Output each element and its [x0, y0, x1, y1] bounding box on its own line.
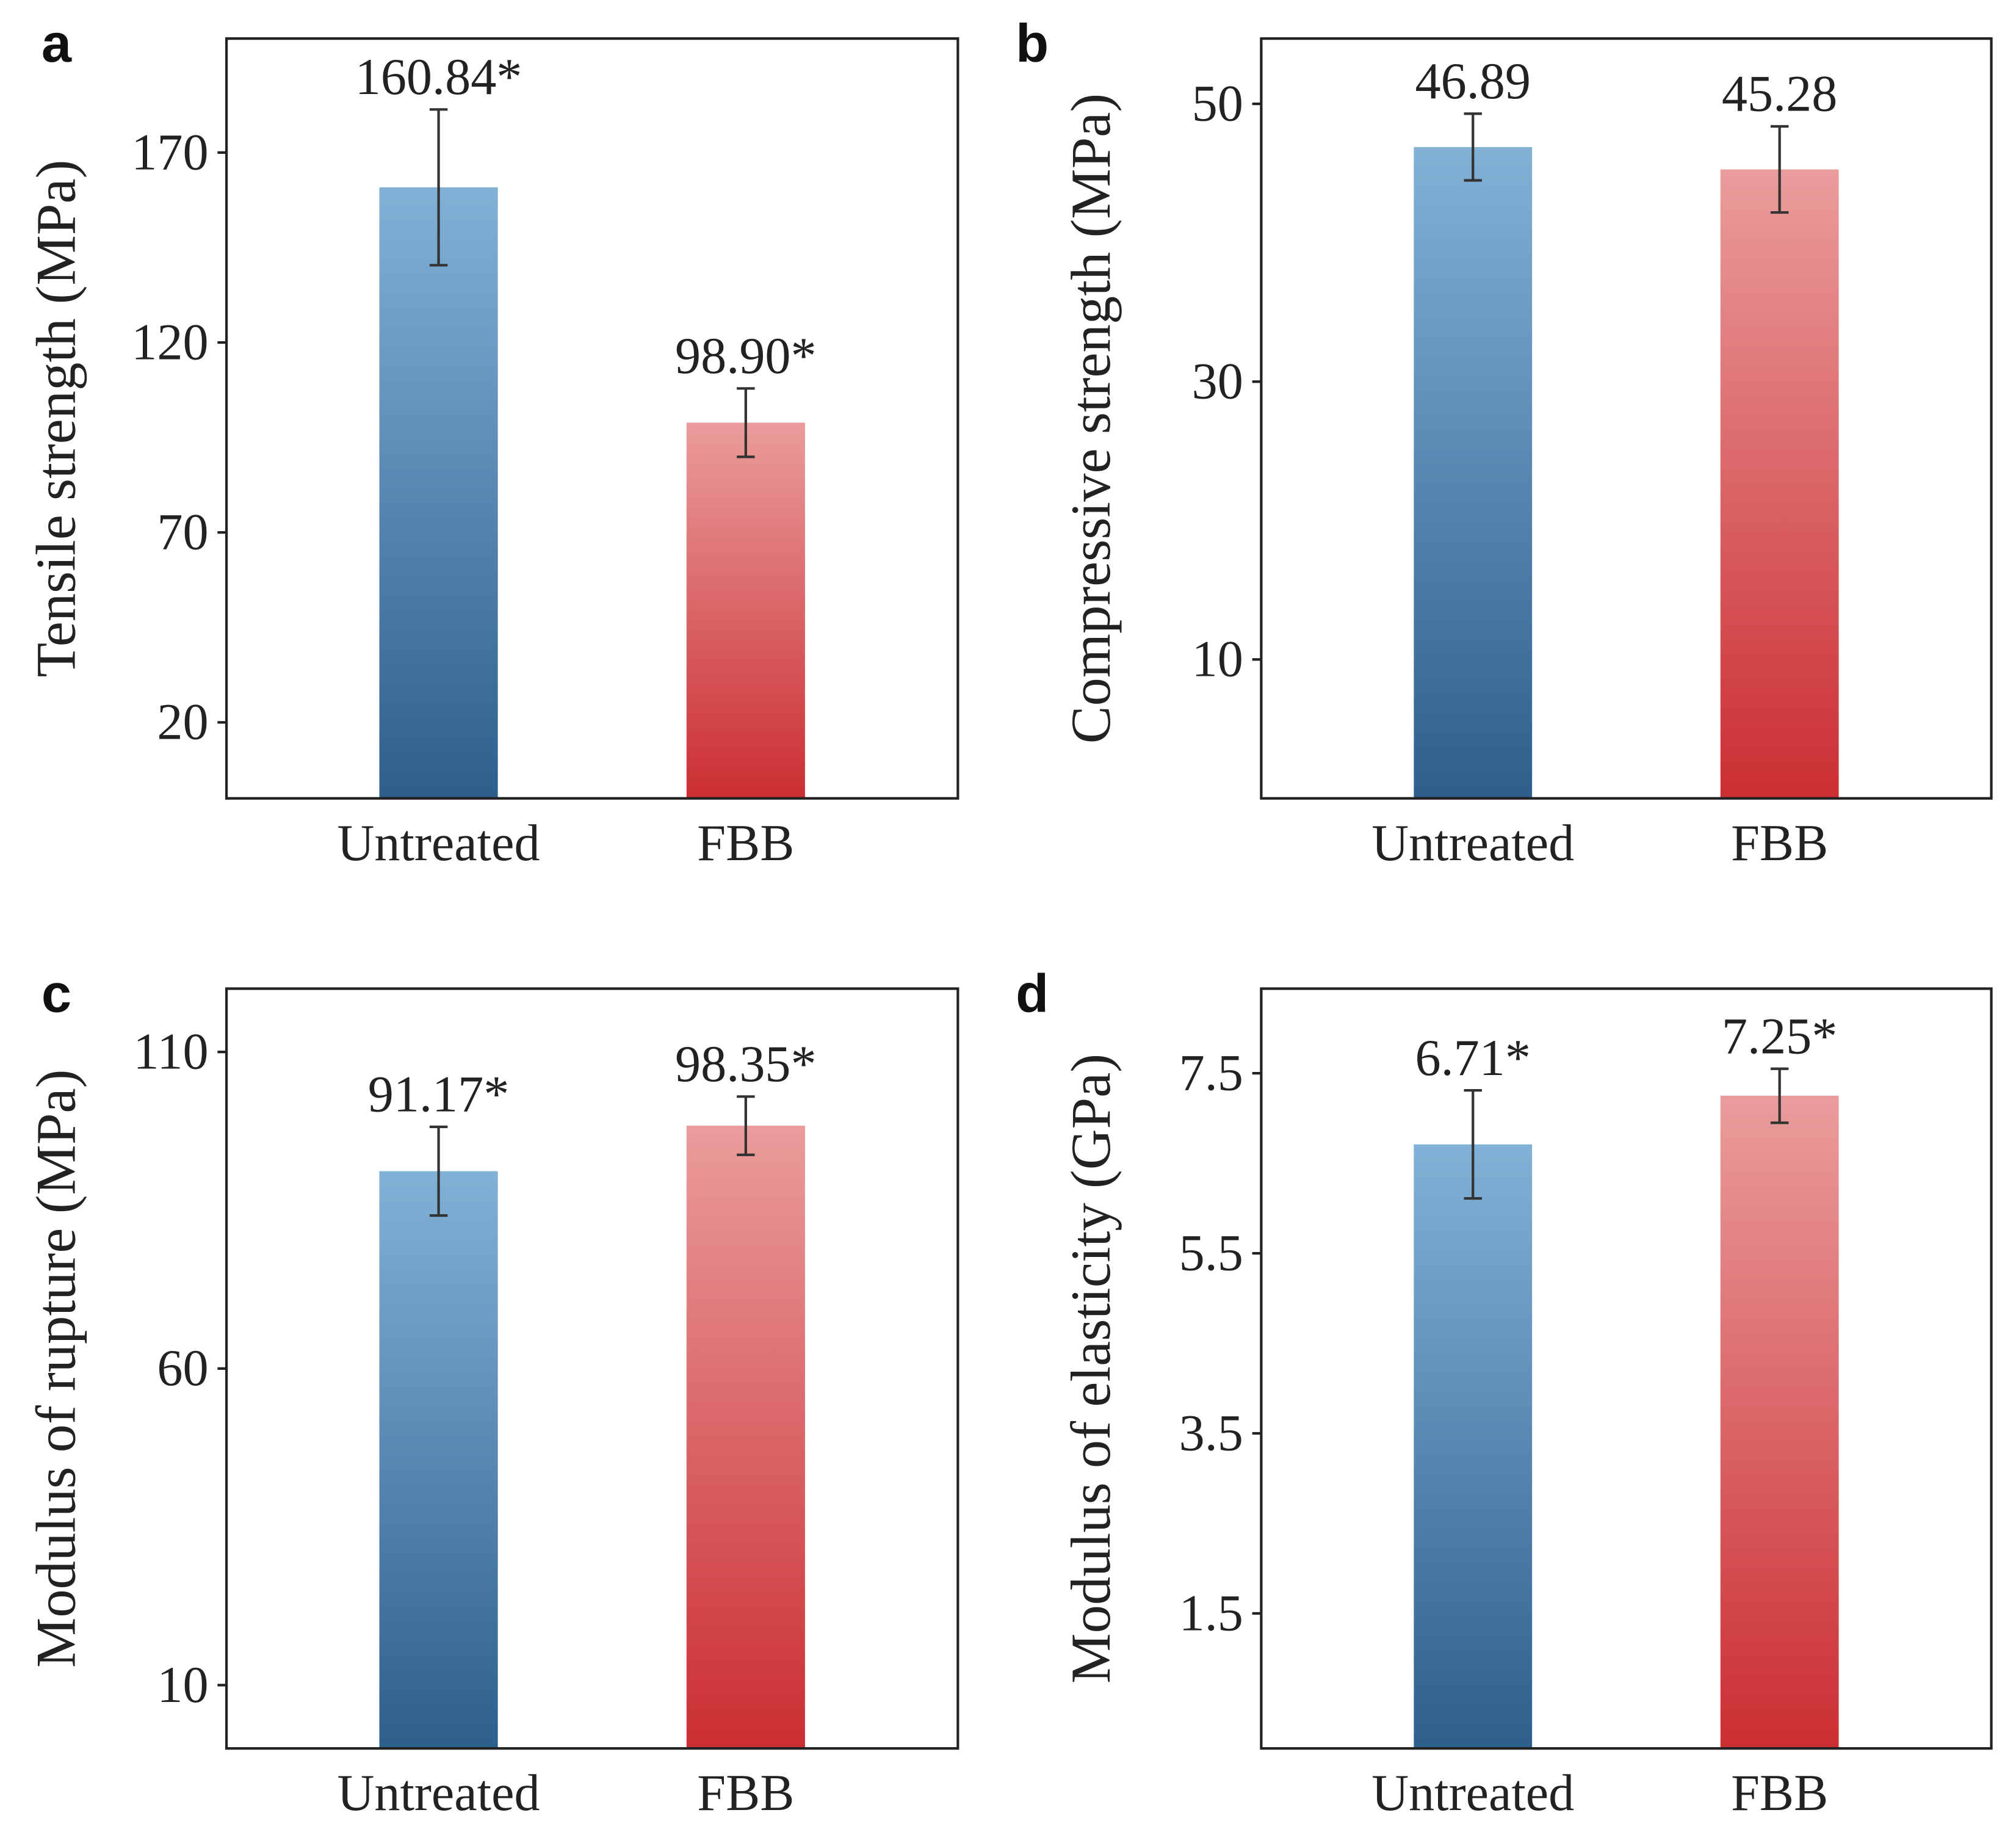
panel-a: a 160.84* Untreated 98.90* FBB 20 70 120 170 Tens… [25, 13, 959, 872]
panel-letter: c [42, 963, 71, 1023]
y-axis-title: Tensile strength (MPa) [25, 160, 88, 678]
x-tick-label: FBB [1731, 1765, 1828, 1822]
y-tick-label: 70 [157, 504, 208, 561]
plot-frame [225, 987, 959, 1750]
y-tick-label: 3.5 [1179, 1405, 1243, 1461]
bar-untreated [1414, 147, 1533, 798]
y-axis-title: Modulus of rupture (MPa) [25, 1070, 88, 1668]
panel-letter: d [1016, 963, 1049, 1023]
value-label: 6.71* [1415, 1030, 1531, 1087]
y-tick-label: 60 [157, 1340, 208, 1397]
value-label: 160.84* [355, 49, 522, 106]
error-bar [1770, 125, 1789, 214]
bar-untreated [1414, 1144, 1533, 1749]
value-label: 98.90* [675, 328, 817, 385]
y-tick-label: 10 [157, 1657, 208, 1714]
panel-c: c 91.17* Untreated 98.35* FBB 10 60 110 Modulus … [25, 963, 959, 1822]
x-tick-label: FBB [697, 1765, 794, 1822]
bar-fbb [686, 1126, 805, 1749]
y-tick-label: 30 [1192, 353, 1243, 410]
y-tick-label: 7.5 [1179, 1045, 1243, 1101]
bar-untreated [379, 1171, 498, 1749]
value-label: 98.35* [675, 1036, 817, 1093]
y-tick-label: 1.5 [1179, 1585, 1243, 1642]
plot-frame [1260, 37, 1993, 800]
x-tick-label: FBB [1731, 815, 1828, 872]
bar-fbb [686, 422, 805, 798]
y-tick-label: 10 [1192, 631, 1243, 688]
value-label: 91.17* [368, 1066, 510, 1123]
x-tick-label: FBB [697, 815, 794, 872]
x-tick-label: Untreated [1371, 1765, 1574, 1822]
y-tick-label: 50 [1192, 75, 1243, 132]
panel-d: d 6.71* Untreated 7.25* FBB 1.5 3.5 5.5 7.5 Modul… [1016, 963, 1993, 1822]
y-axis-title: Modulus of elasticity (GPa) [1060, 1054, 1122, 1684]
plot-frame [225, 37, 959, 800]
y-tick-label: 170 [131, 124, 208, 181]
error-bar [429, 108, 448, 267]
panel-letter: a [42, 13, 72, 73]
error-bar [1464, 1089, 1483, 1200]
bar-untreated [379, 187, 498, 798]
value-label: 7.25* [1722, 1008, 1838, 1065]
plot-frame [1260, 987, 1993, 1750]
y-tick-label: 120 [131, 314, 208, 371]
value-label: 46.89 [1415, 53, 1531, 110]
bar-fbb [1720, 169, 1839, 798]
y-tick-label: 5.5 [1179, 1225, 1243, 1281]
error-bar [429, 1125, 448, 1217]
y-tick-label: 110 [133, 1024, 208, 1081]
error-bar [737, 387, 755, 458]
panel-b: b 46.89 Untreated 45.28 FBB 10 30 50 Compressive… [1016, 13, 1993, 872]
x-tick-label: Untreated [338, 815, 540, 872]
y-axis-title: Compressive strength (MPa) [1060, 93, 1122, 744]
value-label: 45.28 [1722, 66, 1838, 123]
x-tick-label: Untreated [338, 1765, 540, 1822]
x-tick-label: Untreated [1371, 815, 1574, 872]
error-bar [1464, 112, 1483, 182]
error-bar [737, 1095, 755, 1156]
panel-letter: b [1016, 13, 1049, 73]
bar-fbb [1720, 1095, 1839, 1749]
y-tick-label: 20 [157, 694, 208, 751]
error-bar [1770, 1067, 1789, 1124]
